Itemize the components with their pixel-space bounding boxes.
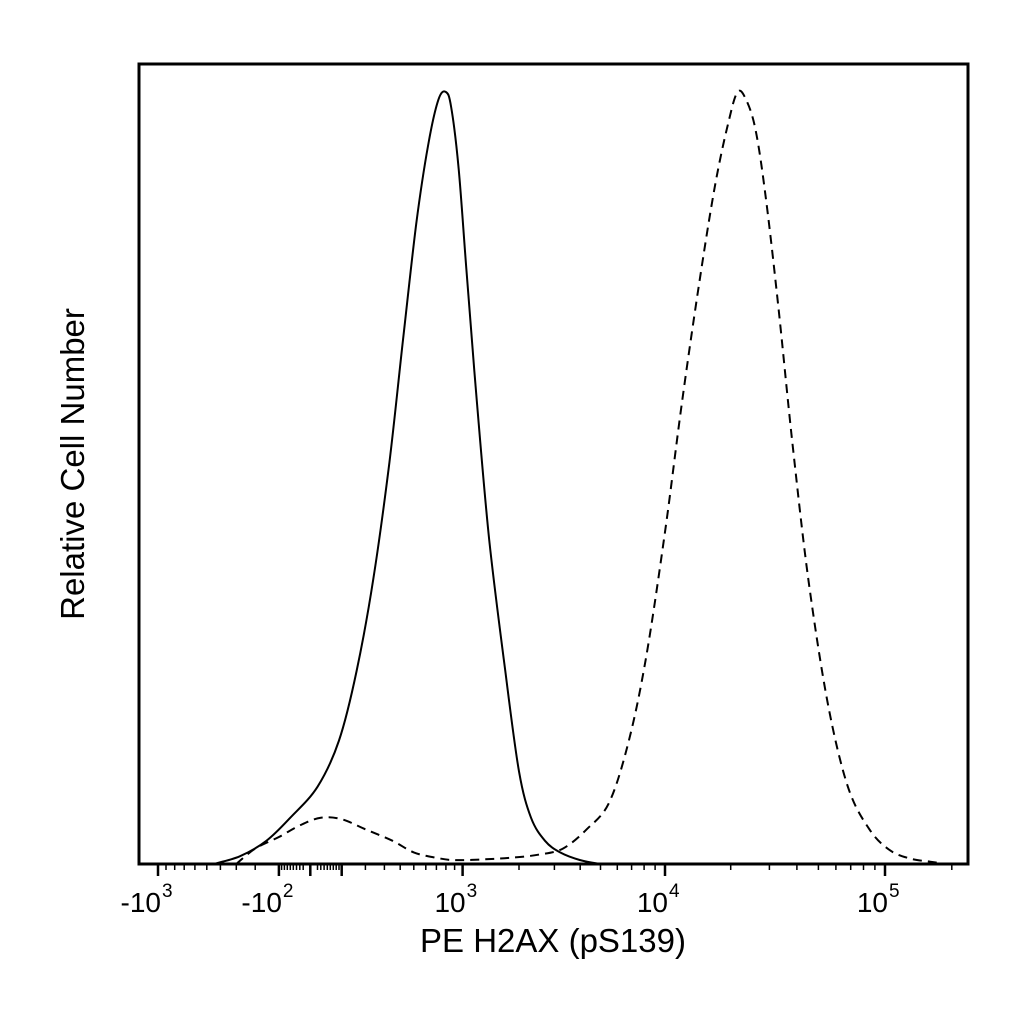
x-tick-label-exponent: 5 [889, 881, 900, 902]
x-tick-label: 10 3 [434, 881, 477, 918]
x-axis-tick-labels: -10 3 -10 2 10 3 10 4 10 5 [121, 881, 900, 918]
x-tick-label-exponent: 2 [283, 881, 294, 902]
x-tick-label-exponent: 3 [467, 881, 478, 902]
x-tick-label: 10 5 [857, 881, 900, 918]
x-tick-label-exponent: 4 [669, 881, 680, 902]
x-tick-label: -10 3 [121, 881, 173, 918]
x-tick-label-base: 10 [434, 887, 465, 918]
x-tick-label-base: 10 [637, 887, 668, 918]
x-axis-title: PE H2AX (pS139) [420, 922, 686, 959]
series-layer [213, 89, 947, 865]
x-tick-label-base: -10 [121, 887, 161, 918]
x-tick-label-base: -10 [241, 887, 281, 918]
x-tick-label: 10 4 [637, 881, 680, 918]
x-tick-label-base: 10 [857, 887, 888, 918]
x-tick-label-exponent: 3 [162, 881, 173, 902]
series-line-solid [213, 90, 601, 865]
series-line-dashed [235, 89, 947, 865]
x-tick-label: -10 2 [241, 881, 293, 918]
y-axis-title: Relative Cell Number [54, 308, 91, 620]
plot-frame [137, 62, 970, 866]
x-axis-ticks [156, 864, 953, 876]
